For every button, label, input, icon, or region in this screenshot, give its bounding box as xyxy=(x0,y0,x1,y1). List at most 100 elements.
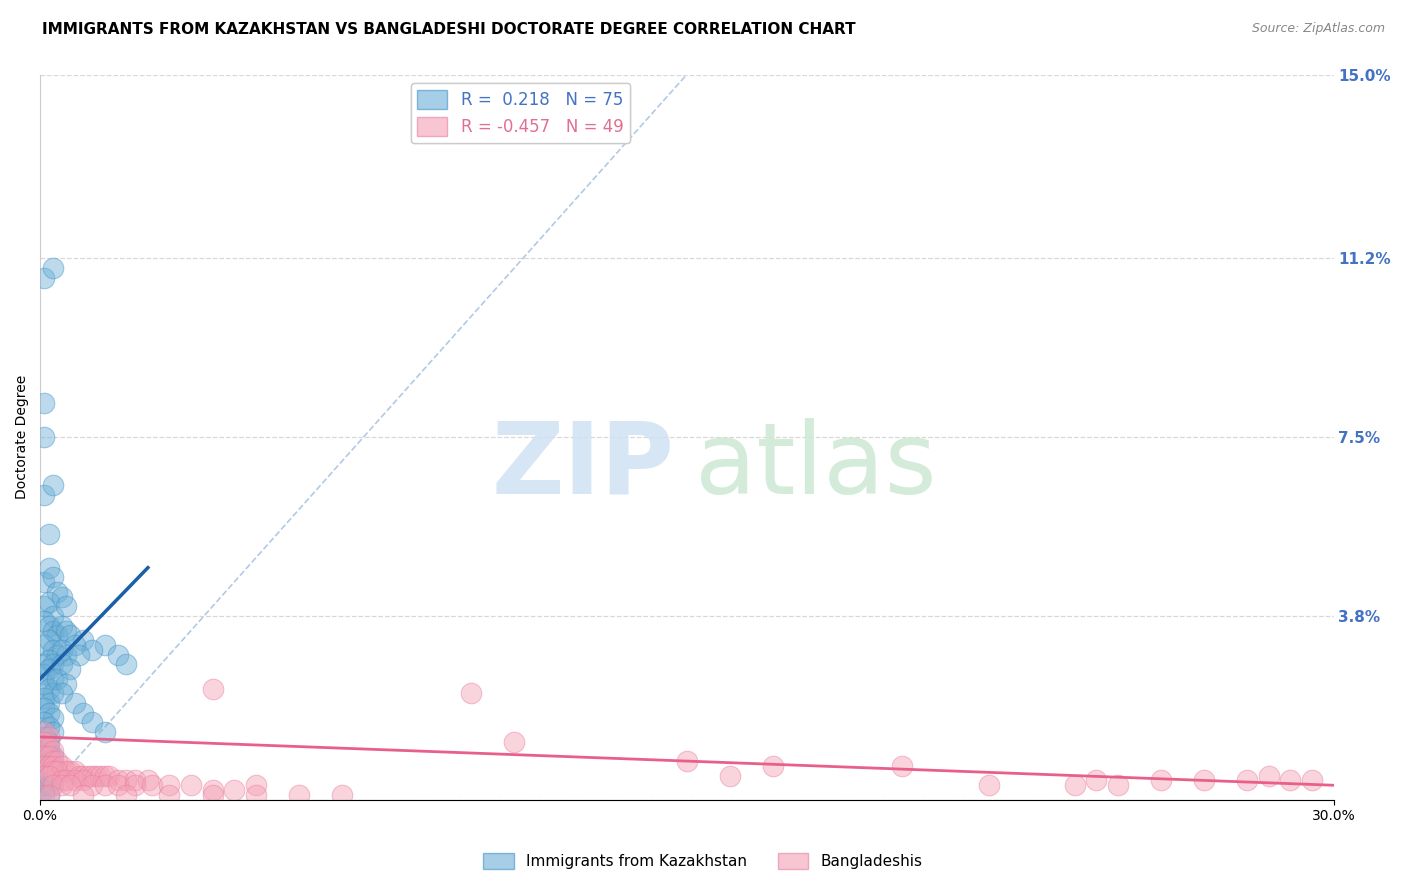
Point xyxy=(38,730,60,744)
Point xyxy=(59,662,82,676)
Point xyxy=(51,590,73,604)
Point xyxy=(42,754,65,768)
Point xyxy=(38,526,60,541)
Point xyxy=(675,754,697,768)
Point xyxy=(38,560,60,574)
Point xyxy=(1063,778,1085,792)
Point xyxy=(1301,773,1323,788)
Text: atlas: atlas xyxy=(696,417,936,515)
Point xyxy=(42,773,65,788)
Point xyxy=(46,585,69,599)
Point xyxy=(46,754,69,768)
Point xyxy=(38,759,60,773)
Point xyxy=(1150,773,1173,788)
Point xyxy=(460,686,482,700)
Point xyxy=(34,783,56,797)
Point xyxy=(42,749,65,764)
Point xyxy=(55,773,77,788)
Point xyxy=(124,773,146,788)
Point xyxy=(891,759,914,773)
Point xyxy=(34,638,56,652)
Point xyxy=(94,778,117,792)
Point xyxy=(136,773,159,788)
Point xyxy=(34,701,56,715)
Point xyxy=(38,768,60,782)
Point xyxy=(42,643,65,657)
Point xyxy=(503,735,526,749)
Point xyxy=(38,749,60,764)
Point xyxy=(89,768,111,782)
Point xyxy=(34,430,56,444)
Text: Source: ZipAtlas.com: Source: ZipAtlas.com xyxy=(1251,22,1385,36)
Point xyxy=(1279,773,1302,788)
Point xyxy=(34,788,56,802)
Point xyxy=(288,788,311,802)
Legend: Immigrants from Kazakhstan, Bangladeshis: Immigrants from Kazakhstan, Bangladeshis xyxy=(477,847,929,875)
Point xyxy=(1192,773,1215,788)
Point xyxy=(55,764,77,778)
Point xyxy=(42,260,65,275)
Point xyxy=(718,768,741,782)
Point xyxy=(38,652,60,666)
Point xyxy=(80,778,103,792)
Point xyxy=(42,759,65,773)
Point xyxy=(72,773,94,788)
Point xyxy=(55,677,77,691)
Point xyxy=(42,710,65,724)
Point xyxy=(34,575,56,590)
Point xyxy=(46,764,69,778)
Point xyxy=(180,778,202,792)
Point xyxy=(762,759,785,773)
Point xyxy=(224,783,246,797)
Point xyxy=(159,778,181,792)
Point xyxy=(94,638,117,652)
Point xyxy=(51,618,73,632)
Point xyxy=(67,648,90,662)
Point xyxy=(84,768,107,782)
Point xyxy=(46,628,69,642)
Point xyxy=(34,614,56,628)
Point xyxy=(159,788,181,802)
Point xyxy=(34,715,56,730)
Point xyxy=(42,624,65,638)
Point xyxy=(977,778,1000,792)
Point xyxy=(72,633,94,648)
Point xyxy=(46,648,69,662)
Point xyxy=(38,744,60,758)
Point xyxy=(42,609,65,624)
Point xyxy=(46,672,69,686)
Point xyxy=(51,657,73,672)
Y-axis label: Doctorate Degree: Doctorate Degree xyxy=(15,375,30,500)
Point xyxy=(1236,773,1258,788)
Point xyxy=(42,478,65,492)
Point xyxy=(34,754,56,768)
Point xyxy=(63,638,86,652)
Point xyxy=(34,396,56,410)
Point xyxy=(51,643,73,657)
Point xyxy=(38,618,60,632)
Legend: R =  0.218   N = 75, R = -0.457   N = 49: R = 0.218 N = 75, R = -0.457 N = 49 xyxy=(411,83,630,143)
Point xyxy=(94,768,117,782)
Point xyxy=(34,691,56,706)
Point xyxy=(51,773,73,788)
Point xyxy=(55,648,77,662)
Point xyxy=(245,788,267,802)
Point xyxy=(34,730,56,744)
Point xyxy=(42,725,65,739)
Point xyxy=(51,778,73,792)
Point xyxy=(141,778,163,792)
Point xyxy=(42,672,65,686)
Point xyxy=(38,681,60,696)
Point xyxy=(34,749,56,764)
Point xyxy=(76,768,98,782)
Point xyxy=(115,788,138,802)
Point xyxy=(1257,768,1279,782)
Point xyxy=(1085,773,1108,788)
Point xyxy=(38,594,60,608)
Point xyxy=(67,768,90,782)
Point xyxy=(38,696,60,710)
Point xyxy=(51,686,73,700)
Point xyxy=(34,599,56,614)
Point xyxy=(201,681,224,696)
Point xyxy=(34,759,56,773)
